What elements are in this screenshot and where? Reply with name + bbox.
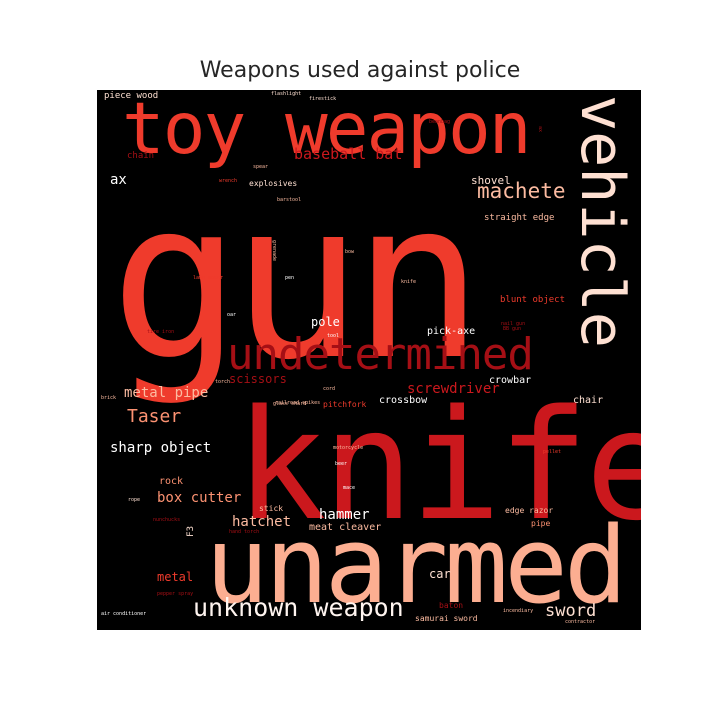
word-stick: stick [259, 504, 284, 513]
word-blunt-object: blunt object [500, 295, 566, 305]
word-pellet: pellet [543, 449, 562, 455]
word-pitchfork: pitchfork [323, 400, 367, 409]
word-pen: pen [285, 275, 295, 281]
word-pepper-spray: pepper spray [157, 591, 194, 597]
word-ax: ax [110, 172, 127, 188]
word-hand-torch: hand torch [229, 529, 260, 535]
word-metal: metal [157, 570, 194, 584]
word-samurai-sword: samurai sword [415, 614, 478, 623]
word-shovel: shovel [471, 174, 511, 187]
word-f3: F3 [186, 526, 196, 537]
word-hammer: hammer [319, 507, 370, 523]
word-gun: gun [110, 155, 484, 408]
word-piece-wood: piece wood [104, 91, 159, 101]
word-torch: torch [215, 379, 231, 385]
word-screwdriver: screwdriver [407, 381, 500, 397]
word-knife-small: knife [401, 279, 417, 285]
word-nunchucks: nunchucks [153, 517, 181, 523]
word-contractor: contractor [565, 619, 596, 625]
word-meat-cleaver: meat cleaver [309, 522, 382, 533]
word-wrench: wrench [219, 178, 238, 184]
word-tire-iron: tire iron [147, 329, 175, 335]
word-tool: tool [327, 333, 340, 339]
word-knife: knife [235, 377, 641, 554]
word-metal-pipe: metal pipe [124, 385, 209, 401]
word-glass-shard: glass shard [273, 401, 307, 407]
word-lawn-mower: lawn mower [193, 275, 224, 281]
word-incendiary: incendiary [503, 608, 534, 614]
word-sword: sword [545, 601, 597, 621]
word-nail-gun: nail gun [501, 321, 526, 327]
word-grenade: grenade [271, 240, 277, 262]
word-beanbag: beanbag [429, 119, 451, 125]
word-barstool: barstool [277, 197, 302, 203]
word-spear: spear [253, 164, 269, 170]
word-car: car [429, 567, 451, 581]
word-edge-razor: edge razor [505, 506, 554, 515]
word-taser: Taser [127, 406, 182, 427]
word-brick: brick [101, 395, 117, 401]
word-crossbow: crossbow [379, 395, 428, 406]
word-machete: machete [477, 179, 566, 203]
chart-title: Weapons used against police [199, 58, 521, 83]
word-cord: cord [323, 386, 336, 392]
word-rope: rope [128, 497, 141, 503]
word-firestick: firestick [309, 96, 337, 102]
word-beer: beer [335, 461, 348, 467]
word-rock: rock [159, 476, 184, 487]
word-railroad-spikes: railroad spikes [275, 400, 321, 406]
word-scissors: scissors [229, 372, 287, 386]
word-undetermined: undetermined [227, 329, 534, 380]
word-chair: chair [573, 395, 604, 406]
word-cloud: gun knife unarmed toy weapon vehicle und… [97, 90, 641, 630]
word-baseball-bat: baseball bat [294, 145, 403, 163]
word-ax-vertical: ax [537, 126, 543, 133]
word-air-conditioner: air conditioner [101, 611, 147, 617]
word-crowbar: crowbar [489, 375, 532, 386]
word-motorcycle: motorcycle [333, 445, 364, 451]
word-hatchet: hatchet [232, 514, 292, 530]
word-oar: oar [227, 312, 237, 318]
word-explosives: explosives [249, 179, 298, 188]
word-pole: pole [311, 315, 340, 329]
word-baton: baton [439, 601, 464, 610]
word-pipe: pipe [531, 519, 551, 528]
word-sharp-object: sharp object [110, 440, 212, 456]
word-unknown-weapon: unknown weapon [193, 593, 404, 622]
word-toy-weapon: toy weapon [122, 90, 531, 170]
word-straight-edge: straight edge [484, 213, 555, 223]
word-flashlight: flashlight [271, 91, 302, 97]
word-chain: chain [127, 151, 155, 161]
word-mace: mace [343, 485, 356, 491]
word-unarmed: unarmed [205, 504, 628, 627]
word-bb-gun: BB gun [503, 326, 522, 332]
word-bow: bow [345, 249, 355, 255]
word-box-cutter: box cutter [157, 490, 242, 506]
word-vehicle: vehicle [567, 95, 637, 348]
word-pick-axe: pick-axe [427, 326, 476, 337]
